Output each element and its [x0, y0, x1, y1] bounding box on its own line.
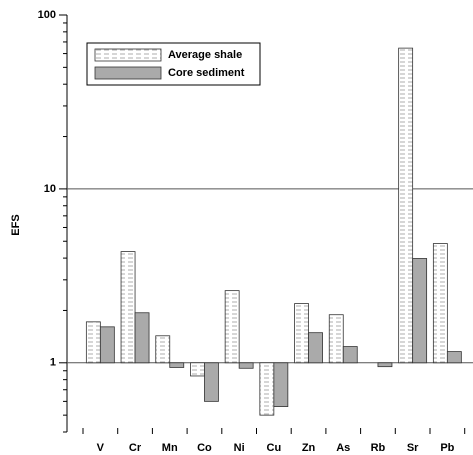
bar	[169, 362, 185, 368]
x-tick-label: Ni	[234, 442, 245, 454]
legend-label: Core sediment	[168, 67, 245, 79]
x-tick-label: Zn	[302, 442, 316, 454]
bar	[259, 362, 275, 416]
x-tick-label: Mn	[162, 442, 178, 454]
bar	[412, 258, 428, 364]
bar	[446, 351, 462, 364]
bar	[328, 314, 344, 364]
bar	[190, 362, 205, 377]
bar	[342, 346, 358, 364]
bar	[155, 335, 171, 364]
bar	[238, 362, 254, 369]
x-tick-label: Sr	[407, 442, 419, 454]
legend-label: Average shale	[168, 49, 242, 61]
x-tick-label: Cr	[129, 442, 142, 454]
bar	[432, 243, 448, 364]
bar	[134, 312, 150, 364]
bar	[308, 332, 323, 364]
y-axis-label: EFS	[10, 214, 22, 235]
y-tick-label: 100	[38, 9, 56, 21]
x-tick-label: Rb	[371, 442, 386, 454]
x-tick-label: Pb	[440, 442, 454, 454]
bar	[120, 251, 136, 364]
x-tick-label: V	[97, 442, 105, 454]
bar	[294, 303, 309, 364]
y-tick-label: 10	[44, 183, 56, 195]
x-tick-label: As	[336, 442, 350, 454]
legend-swatch	[94, 48, 162, 62]
y-tick-label: 1	[50, 357, 56, 369]
bar	[224, 290, 240, 364]
bar	[377, 362, 393, 368]
bar	[204, 362, 219, 402]
x-tick-label: Cu	[267, 442, 282, 454]
bar	[99, 326, 115, 364]
bar	[398, 47, 414, 364]
bar	[85, 321, 101, 364]
bar	[273, 362, 289, 407]
x-tick-label: Co	[197, 442, 212, 454]
legend-swatch	[94, 66, 162, 80]
